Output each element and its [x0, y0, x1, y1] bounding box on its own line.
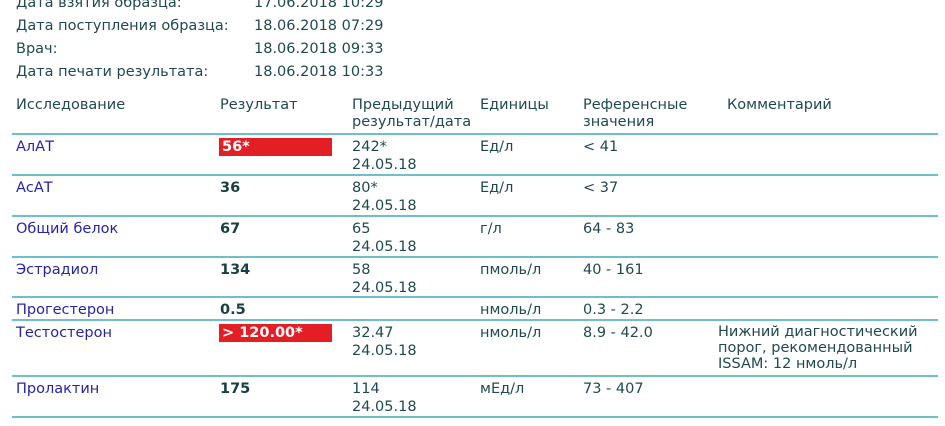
- reference-range: < 41: [583, 139, 619, 155]
- previous-result: 242* 24.05.18: [352, 138, 417, 174]
- units: Ед/л: [480, 139, 514, 155]
- comment: Нижний диагностический порог, рекомендова…: [718, 324, 918, 372]
- previous-value: 114: [352, 381, 380, 397]
- reference-range: 64 - 83: [583, 221, 635, 237]
- previous-result: 114 24.05.18: [352, 380, 417, 416]
- units: пмоль/л: [480, 262, 542, 278]
- table-row: Пролактин 175 114 24.05.18 мЕд/л 73 - 407: [12, 375, 938, 418]
- previous-result: 80* 24.05.18: [352, 179, 417, 215]
- previous-date: 24.05.18: [352, 280, 417, 296]
- reference-range: 8.9 - 42.0: [583, 325, 653, 341]
- table-row: Эстрадиол 134 58 24.05.18 пмоль/л 40 - 161: [12, 256, 938, 298]
- col-prev-line2: результат/дата: [352, 114, 472, 130]
- test-name-link[interactable]: Эстрадиол: [16, 262, 99, 278]
- units: мЕд/л: [480, 381, 525, 397]
- previous-result: 65 24.05.18: [352, 220, 417, 256]
- comment-line: ISSAM: 12 нмоль/л: [718, 356, 858, 372]
- col-test: Исследование: [16, 97, 126, 113]
- previous-date: 24.05.18: [352, 239, 417, 255]
- col-result: Результат: [220, 97, 298, 113]
- previous-value: 32.47: [352, 325, 394, 341]
- result-value-flagged: 56*: [219, 138, 332, 156]
- reference-range: 73 - 407: [583, 381, 644, 397]
- units: нмоль/л: [480, 302, 542, 318]
- col-comment: Комментарий: [727, 97, 832, 113]
- units: г/л: [480, 221, 502, 237]
- col-prev: Предыдущий результат/дата: [352, 97, 471, 131]
- result-value-flagged: > 120.00*: [219, 324, 332, 342]
- test-name-link[interactable]: АлАТ: [16, 139, 54, 155]
- reference-range: < 37: [583, 180, 619, 196]
- table-row: АсАТ 36 80* 24.05.18 Ед/л < 37: [12, 174, 938, 217]
- result-value: 175: [220, 381, 251, 397]
- table-bottom-line: [12, 416, 938, 418]
- previous-result: 32.47 24.05.18: [352, 324, 417, 360]
- previous-value: 65: [352, 221, 371, 237]
- test-name-link[interactable]: Тестостерон: [16, 325, 112, 341]
- previous-value: 58: [352, 262, 371, 278]
- reference-range: 0.3 - 2.2: [583, 302, 644, 318]
- result-value: 36: [220, 180, 241, 196]
- reference-range: 40 - 161: [583, 262, 644, 278]
- previous-date: 24.05.18: [352, 157, 417, 173]
- comment-line: Нижний диагностический: [718, 324, 918, 340]
- previous-value: 242*: [352, 139, 387, 155]
- units: Ед/л: [480, 180, 514, 196]
- previous-date: 24.05.18: [352, 343, 417, 359]
- test-name-link[interactable]: Прогестерон: [16, 302, 115, 318]
- result-value: 0.5: [220, 302, 246, 318]
- previous-date: 24.05.18: [352, 198, 417, 214]
- test-name-link[interactable]: АсАТ: [16, 180, 53, 196]
- units: нмоль/л: [480, 325, 542, 341]
- col-ref: Референсные значения: [583, 97, 687, 131]
- previous-value: 80*: [352, 180, 378, 196]
- col-units: Единицы: [480, 97, 549, 113]
- table-row: Тестостерон > 120.00* 32.47 24.05.18 нмоль/л…: [12, 319, 938, 377]
- result-value: 134: [220, 262, 251, 278]
- test-name-link[interactable]: Пролактин: [16, 381, 100, 397]
- test-name-link[interactable]: Общий белок: [16, 221, 119, 237]
- col-ref-line1: Референсные: [583, 97, 688, 113]
- comment-line: порог, рекомендованный: [718, 340, 913, 356]
- col-prev-line1: Предыдущий: [352, 97, 454, 113]
- table-row: Прогестерон 0.5 нмоль/л 0.3 - 2.2: [12, 296, 938, 321]
- table-row: Общий белок 67 65 24.05.18 г/л 64 - 83: [12, 215, 938, 258]
- result-value: 67: [220, 221, 241, 237]
- previous-date: 24.05.18: [352, 399, 417, 415]
- col-ref-line2: значения: [583, 114, 655, 130]
- previous-result: 58 24.05.18: [352, 261, 417, 297]
- table-row: АлАТ 56* 242* 24.05.18 Ед/л < 41: [12, 133, 938, 176]
